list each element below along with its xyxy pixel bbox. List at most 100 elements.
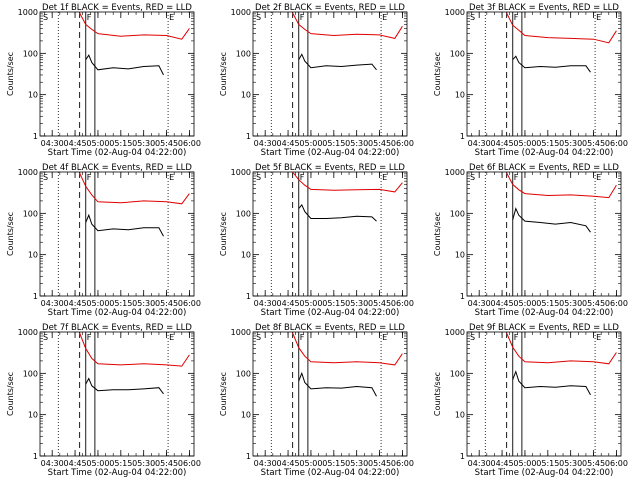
y-tick-label: 10 — [241, 251, 251, 260]
plot-title: Det 6f BLACK = Events, RED = LLD — [469, 163, 619, 173]
interval-marker: F — [514, 333, 519, 342]
interval-marker: E — [169, 333, 174, 342]
x-tick-label: 05:45 — [155, 459, 178, 468]
lld-rate-line — [506, 12, 617, 44]
interval-marker: F — [300, 173, 305, 182]
interval-marker: S — [470, 173, 475, 182]
x-tick-label: 05:00 — [299, 139, 322, 148]
event-rate-line — [85, 377, 164, 395]
detector-panel: Det 4f BLACK = Events, RED = LLD 1 10 100 10… — [6, 163, 201, 318]
x-tick-label: 05:45 — [155, 139, 178, 148]
x-axis-label: Start Time (02-Aug-04 04:22:00) — [48, 308, 187, 318]
x-tick-label: 05:30 — [132, 459, 155, 468]
y-tick-label: 1 — [460, 452, 465, 461]
lld-rate-line — [79, 12, 190, 40]
x-tick-label: 04:45 — [277, 459, 300, 468]
x-tick-label: 05:00 — [86, 299, 109, 308]
x-tick-label: 05:30 — [559, 459, 582, 468]
interval-marker: E — [382, 13, 387, 22]
interval-marker: F — [514, 13, 519, 22]
x-tick-label: 05:30 — [345, 139, 368, 148]
y-tick-label: 100 — [23, 209, 38, 218]
plot-frame — [252, 331, 408, 457]
y-tick-label: 1 — [33, 132, 38, 141]
x-axis-label: Start Time (02-Aug-04 04:22:00) — [261, 468, 400, 478]
x-tick-label: 05:15 — [322, 139, 345, 148]
x-tick-label: 06:00 — [178, 299, 201, 308]
x-tick-label: 05:45 — [368, 299, 391, 308]
x-tick-label: 04:30 — [41, 139, 64, 148]
x-axis-label: Start Time (02-Aug-04 04:22:00) — [475, 308, 614, 318]
interval-marker: F — [87, 333, 92, 342]
y-tick-label: 10 — [455, 251, 465, 260]
x-tick-label: 05:15 — [322, 299, 345, 308]
x-tick-label: 05:00 — [86, 139, 109, 148]
interval-marker: S — [256, 173, 261, 182]
y-tick-label: 100 — [450, 369, 465, 378]
y-tick-label: 1000 — [231, 328, 251, 337]
x-tick-label: 05:45 — [582, 139, 605, 148]
plot-frame — [252, 171, 408, 297]
event-rate-line — [512, 55, 591, 73]
x-tick-label: 05:45 — [582, 459, 605, 468]
x-axis-label: Start Time (02-Aug-04 04:22:00) — [475, 468, 614, 478]
plot-title: Det 5f BLACK = Events, RED = LLD — [255, 163, 405, 173]
x-tick-label: 05:15 — [109, 139, 132, 148]
interval-marker: E — [382, 173, 387, 182]
interval-marker: F — [300, 333, 305, 342]
x-tick-label: 05:45 — [155, 299, 178, 308]
x-tick-label: 06:00 — [391, 459, 414, 468]
interval-marker: S — [43, 333, 48, 342]
x-tick-label: 05:30 — [559, 299, 582, 308]
x-tick-label: 04:30 — [254, 299, 277, 308]
detector-panel: Det 9f BLACK = Events, RED = LLD 1 10 100 10… — [433, 323, 628, 478]
x-tick-label: 05:00 — [86, 459, 109, 468]
y-tick-label: 1 — [460, 292, 465, 301]
y-tick-label: 1 — [246, 452, 251, 461]
y-axis-label: Counts/sec — [6, 212, 15, 256]
x-tick-label: 05:45 — [582, 299, 605, 308]
x-tick-label: 05:00 — [513, 299, 536, 308]
interval-marker: S — [470, 13, 475, 22]
interval-marker: F — [87, 173, 92, 182]
x-axis-label: Start Time (02-Aug-04 04:22:00) — [475, 148, 614, 158]
y-tick-label: 1000 — [18, 328, 38, 337]
x-tick-label: 04:30 — [41, 459, 64, 468]
x-tick-label: 06:00 — [391, 299, 414, 308]
y-tick-label: 10 — [241, 411, 251, 420]
y-axis-label: Counts/sec — [433, 212, 442, 256]
lld-rate-line — [79, 172, 190, 205]
y-axis-label: Counts/sec — [6, 52, 15, 96]
detector-panel: Det 8f BLACK = Events, RED = LLD 1 10 100 10… — [219, 323, 414, 478]
y-tick-label: 1000 — [231, 8, 251, 17]
x-tick-label: 06:00 — [605, 299, 628, 308]
plot-frame — [466, 11, 622, 137]
y-tick-label: 1000 — [18, 168, 38, 177]
x-tick-label: 06:00 — [605, 139, 628, 148]
x-tick-label: 05:30 — [132, 299, 155, 308]
detector-panel: Det 3f BLACK = Events, RED = LLD 1 10 100 10… — [433, 3, 628, 158]
x-tick-label: 04:45 — [64, 299, 87, 308]
x-tick-label: 04:45 — [491, 459, 514, 468]
x-tick-label: 05:00 — [513, 459, 536, 468]
interval-marker: E — [169, 173, 174, 182]
interval-marker: F — [514, 173, 519, 182]
plot-title: Det 3f BLACK = Events, RED = LLD — [469, 3, 619, 13]
detector-panel: Det 7f BLACK = Events, RED = LLD 1 10 100 10… — [6, 323, 201, 478]
y-axis-label: Counts/sec — [219, 372, 228, 416]
detector-panel: Det 6f BLACK = Events, RED = LLD 1 10 100 10… — [433, 163, 628, 318]
event-rate-line — [298, 53, 377, 71]
x-tick-label: 05:00 — [299, 459, 322, 468]
y-tick-label: 1 — [33, 452, 38, 461]
plot-title: Det 4f BLACK = Events, RED = LLD — [42, 163, 192, 173]
x-tick-label: 04:45 — [277, 299, 300, 308]
y-tick-label: 10 — [455, 411, 465, 420]
plot-frame — [466, 171, 622, 297]
plot-frame — [466, 331, 622, 457]
x-tick-label: 04:45 — [64, 459, 87, 468]
x-tick-label: 05:15 — [536, 139, 559, 148]
plot-title: Det 2f BLACK = Events, RED = LLD — [255, 3, 405, 13]
y-tick-label: 100 — [23, 49, 38, 58]
y-tick-label: 100 — [236, 369, 251, 378]
